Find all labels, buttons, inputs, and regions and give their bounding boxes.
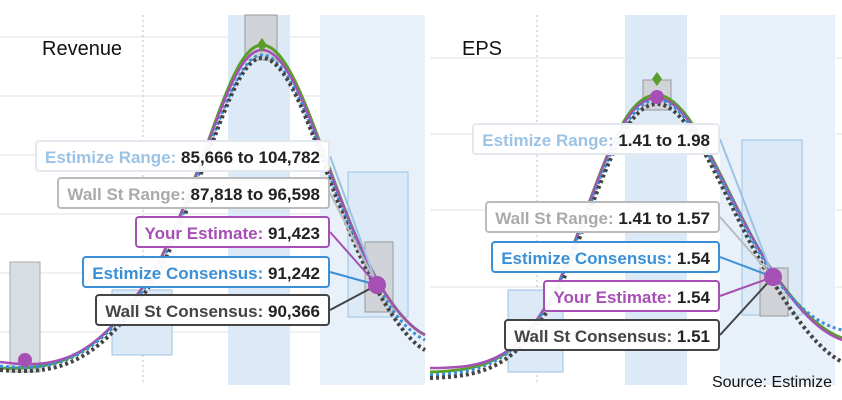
- callout-value: 1.54: [676, 288, 710, 307]
- callout: Your Estimate: 1.54: [543, 280, 720, 312]
- callout: Wall St Range: 87,818 to 96,598: [57, 177, 330, 209]
- separator: :: [666, 288, 677, 307]
- callout-label: Estimize Consensus: [92, 264, 258, 283]
- callout: Your Estimate: 91,423: [134, 216, 330, 248]
- separator: :: [257, 302, 268, 321]
- callout-value: 85,666 to 104,782: [181, 148, 320, 167]
- callout: Estimize Consensus: 1.54: [491, 241, 720, 273]
- separator: :: [607, 209, 619, 228]
- separator: :: [170, 148, 182, 167]
- callout-value: 87,818 to 96,598: [190, 185, 320, 204]
- callout-label: Wall St Range: [67, 185, 181, 204]
- separator: :: [180, 185, 191, 204]
- callout-label: Estimize Range: [482, 131, 608, 150]
- separator: :: [257, 264, 268, 283]
- callout-label: Estimize Range: [45, 148, 171, 167]
- callout-value: 90,366: [268, 302, 320, 321]
- callout-label: Wall St Range: [495, 209, 608, 228]
- callout: Estimize Range: 85,666 to 104,782: [35, 140, 330, 172]
- separator: :: [666, 327, 677, 346]
- callout-label: Wall St Consensus: [514, 327, 667, 346]
- callout: Estimize Range: 1.41 to 1.98: [472, 123, 720, 155]
- callout-value: 1.41 to 1.57: [618, 209, 710, 228]
- callout-value: 1.41 to 1.98: [618, 131, 710, 150]
- callout-value: 91,242: [268, 264, 320, 283]
- callout-value: 1.54: [676, 249, 710, 268]
- panel-title: EPS: [462, 38, 503, 60]
- callout-value: 1.51: [676, 327, 710, 346]
- callout: Wall St Consensus: 1.51: [504, 319, 720, 351]
- callout-label: Estimize Consensus: [501, 249, 667, 268]
- callout: Wall St Consensus: 90,366: [95, 294, 330, 326]
- separator: :: [666, 249, 677, 268]
- callout-label: Your Estimate: [144, 224, 258, 243]
- callout: Estimize Consensus: 91,242: [82, 256, 330, 288]
- separator: :: [607, 131, 619, 150]
- source-note: Source: Estimize: [711, 374, 832, 391]
- panel-title: Revenue: [42, 38, 123, 60]
- callout: Wall St Range: 1.41 to 1.57: [485, 201, 720, 233]
- callout-value: 91,423: [268, 224, 320, 243]
- callout-label: Wall St Consensus: [105, 302, 258, 321]
- callout-label: Your Estimate: [553, 288, 667, 307]
- separator: :: [257, 224, 268, 243]
